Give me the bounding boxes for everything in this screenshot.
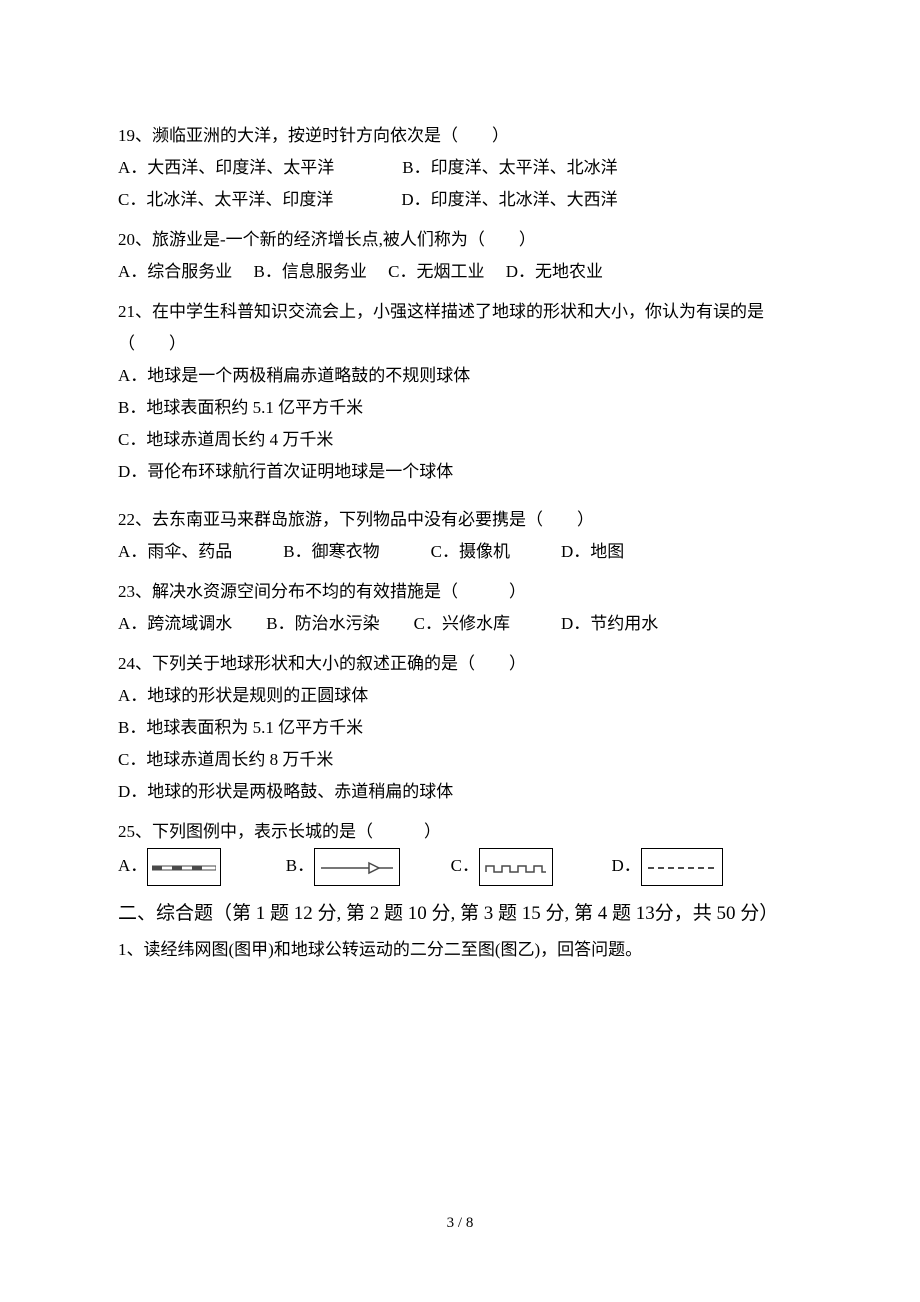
question-22: 22、去东南亚马来群岛旅游，下列物品中没有必要携是（ ） A．雨伞、药品 B．御… (118, 504, 802, 568)
question-text: 1、读经纬网图(图甲)和地球公转运动的二分二至图(图乙)，回答问题。 (118, 934, 802, 966)
option-line: D．地球的形状是两极略鼓、赤道稍扁的球体 (118, 776, 802, 808)
option-label: A． (118, 856, 147, 875)
question-24: 24、下列关于地球形状和大小的叙述正确的是（ ） A．地球的形状是规则的正圆球体… (118, 648, 802, 808)
railroad-icon (147, 848, 221, 886)
option-label: B． (286, 856, 314, 875)
question-text: 23、解决水资源空间分布不均的有效措施是（ ） (118, 576, 802, 608)
option-line: C．地球赤道周长约 4 万千米 (118, 424, 802, 456)
option-line: A．地球的形状是规则的正圆球体 (118, 680, 802, 712)
great-wall-icon (479, 848, 553, 886)
option-line: A．地球是一个两极稍扁赤道略鼓的不规则球体 (118, 360, 802, 392)
option-line: A．跨流域调水 B．防治水污染 C．兴修水库 D．节约用水 (118, 608, 802, 640)
option-line: A．雨伞、药品 B．御寒衣物 C．摄像机 D．地图 (118, 536, 802, 568)
question-19: 19、濒临亚洲的大洋，按逆时针方向依次是（ ） A．大西洋、印度洋、太平洋 B．… (118, 120, 802, 216)
question-text: 22、去东南亚马来群岛旅游，下列物品中没有必要携是（ ） (118, 504, 802, 536)
question-23: 23、解决水资源空间分布不均的有效措施是（ ） A．跨流域调水 B．防治水污染 … (118, 576, 802, 640)
option-label: D． (611, 856, 640, 875)
section-2-header: 二、综合题（第 1 题 12 分, 第 2 题 10 分, 第 3 题 15 分… (118, 894, 802, 934)
question-text: 25、下列图例中，表示长城的是（ ） (118, 816, 802, 848)
option-line: D．哥伦布环球航行首次证明地球是一个球体 (118, 456, 802, 488)
page-number: 3 / 8 (0, 1215, 920, 1232)
option-line: A．综合服务业 B．信息服务业 C．无烟工业 D．无地农业 (118, 256, 802, 288)
question-21: 21、在中学生科普知识交流会上，小强这样描述了地球的形状和大小，你认为有误的是（… (118, 296, 802, 488)
page-separator: / (454, 1215, 466, 1231)
arrow-line-icon (314, 848, 400, 886)
question-text: 19、濒临亚洲的大洋，按逆时针方向依次是（ ） (118, 120, 802, 152)
dashed-line-icon (641, 848, 723, 886)
section2-question-1: 1、读经纬网图(图甲)和地球公转运动的二分二至图(图乙)，回答问题。 (118, 934, 802, 966)
option-label: C． (451, 856, 479, 875)
question-text: 20、旅游业是-一个新的经济增长点,被人们称为（ ） (118, 224, 802, 256)
option-line: B．地球表面积为 5.1 亿平方千米 (118, 712, 802, 744)
option-line: C．北冰洋、太平洋、印度洋 D．印度洋、北冰洋、大西洋 (118, 184, 802, 216)
option-line: A．大西洋、印度洋、太平洋 B．印度洋、太平洋、北冰洋 (118, 152, 802, 184)
option-line: B．地球表面积约 5.1 亿平方千米 (118, 392, 802, 424)
page-total: 8 (466, 1215, 474, 1231)
option-line-icons: A． B． C． D． (118, 848, 802, 886)
question-20: 20、旅游业是-一个新的经济增长点,被人们称为（ ） A．综合服务业 B．信息服… (118, 224, 802, 288)
question-25: 25、下列图例中，表示长城的是（ ） A． B． C． D． (118, 816, 802, 886)
option-line: C．地球赤道周长约 8 万千米 (118, 744, 802, 776)
question-text: 24、下列关于地球形状和大小的叙述正确的是（ ） (118, 648, 802, 680)
question-text: 21、在中学生科普知识交流会上，小强这样描述了地球的形状和大小，你认为有误的是（… (118, 296, 802, 360)
